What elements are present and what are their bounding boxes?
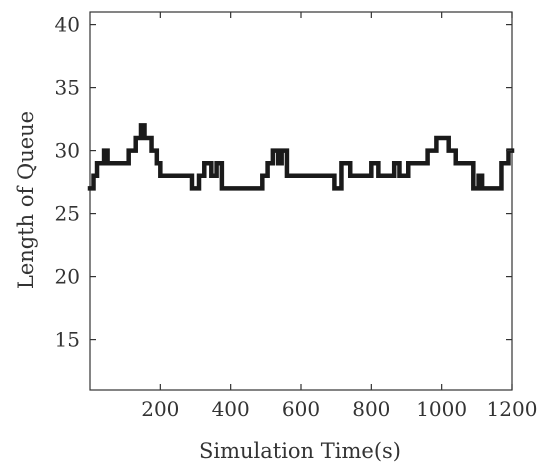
axes-box (89, 11, 513, 391)
queue-length-series-line (87, 123, 515, 191)
series-group (87, 123, 515, 191)
x-tick-label: 200 (141, 397, 179, 421)
x-axis-label: Simulation Time(s) (199, 439, 401, 463)
y-tick-label: 35 (55, 76, 80, 100)
y-axis-ticks: 15 20 25 30 35 40 (55, 13, 512, 352)
y-tick-label: 40 (55, 13, 80, 37)
x-axis-ticks: 200 400 600 800 1000 1200 (141, 12, 537, 421)
y-tick-label: 20 (55, 265, 80, 289)
x-tick-label: 400 (212, 397, 250, 421)
x-tick-label: 1200 (487, 397, 538, 421)
plot-area (89, 11, 513, 391)
y-axis-label: Length of Queue (14, 111, 38, 289)
x-tick-label: 600 (282, 397, 320, 421)
y-tick-label: 15 (55, 328, 80, 352)
x-tick-label: 800 (352, 397, 390, 421)
y-tick-label: 25 (55, 202, 80, 226)
y-tick-label: 30 (55, 139, 80, 163)
x-tick-label: 1000 (416, 397, 467, 421)
